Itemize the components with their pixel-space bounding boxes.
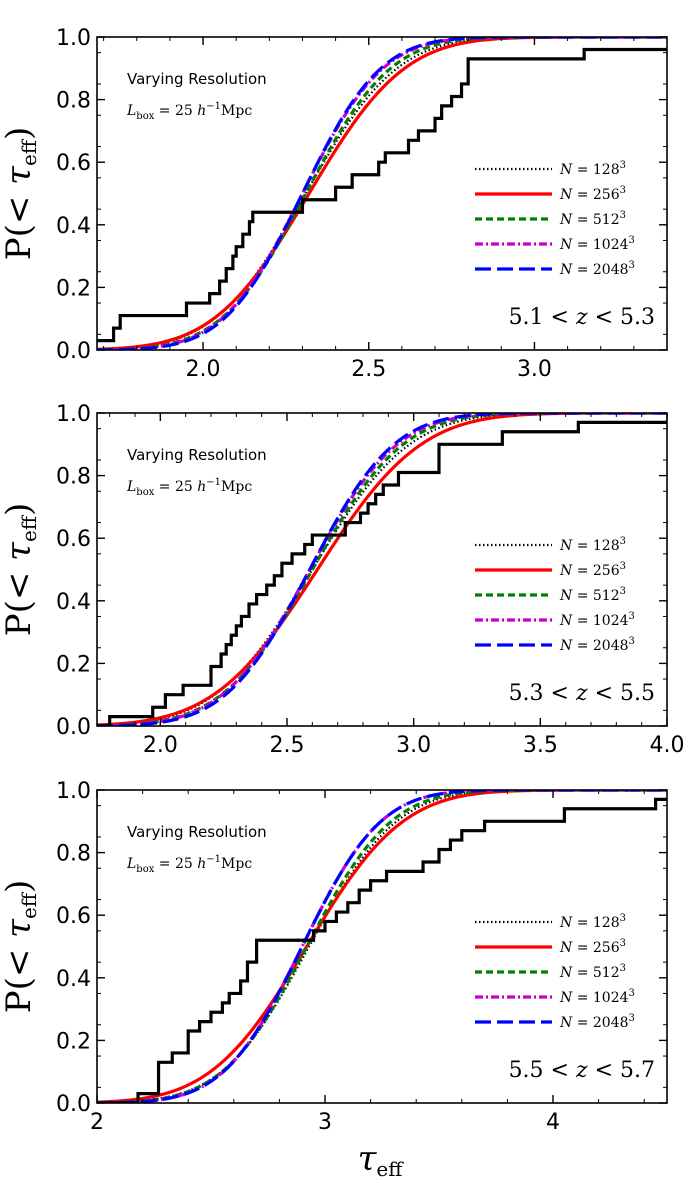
x-tick-label: 3.0 xyxy=(517,357,552,382)
plot-frame xyxy=(96,36,668,351)
observed-step-line xyxy=(97,797,667,1103)
y-tick-label: 0.6 xyxy=(56,904,91,929)
y-tick-label: 1.0 xyxy=(56,779,91,804)
box-size-label: Lbox = 25 h−1Mpc xyxy=(126,101,252,122)
legend-label-5: N = 20483 xyxy=(559,636,635,654)
x-tick-label: 2 xyxy=(90,1110,104,1135)
x-tick-label: 2.0 xyxy=(143,733,178,758)
series-line-5 xyxy=(97,37,667,350)
redshift-label: 5.1 < z < 5.3 xyxy=(509,305,655,330)
annotation-title: Varying Resolution xyxy=(127,823,267,841)
y-tick-label: 0.0 xyxy=(56,715,91,740)
y-tick-label: 0.0 xyxy=(56,1092,91,1117)
x-tick-label: 4.0 xyxy=(650,733,685,758)
x-tick-label: 2.5 xyxy=(351,357,386,382)
y-tick-label: 1.0 xyxy=(56,26,91,51)
x-tick-label: 3 xyxy=(318,1110,332,1135)
y-tick-label: 0.8 xyxy=(56,465,91,490)
legend-label-4: N = 10243 xyxy=(559,235,635,253)
legend-label-2: N = 2563 xyxy=(559,185,626,203)
x-tick-label: 2.0 xyxy=(186,357,221,382)
y-tick-label: 1.0 xyxy=(56,402,91,427)
plot-frame xyxy=(96,412,668,727)
legend-label-1: N = 1283 xyxy=(559,913,626,931)
x-tick-label: 3.0 xyxy=(396,733,431,758)
y-tick-label: 0.2 xyxy=(56,1029,91,1054)
legend-label-5: N = 20483 xyxy=(559,260,635,278)
observed-step-line xyxy=(97,420,667,726)
legend-label-2: N = 2563 xyxy=(559,561,626,579)
y-tick-label: 0.4 xyxy=(56,590,91,615)
legend-label-4: N = 10243 xyxy=(559,611,635,629)
y-tick-label: 0.2 xyxy=(56,652,91,677)
y-axis-label: P(< τeff) xyxy=(0,503,41,637)
redshift-label: 5.3 < z < 5.5 xyxy=(509,681,655,706)
y-axis-label: P(< τeff) xyxy=(0,127,41,261)
y-tick-label: 0.6 xyxy=(56,527,91,552)
x-tick-label: 4 xyxy=(546,1110,560,1135)
legend-label-2: N = 2563 xyxy=(559,938,626,956)
observed-step-line xyxy=(97,47,667,343)
y-tick-label: 0.8 xyxy=(56,842,91,867)
box-size-label: Lbox = 25 h−1Mpc xyxy=(126,854,252,875)
x-tick-label: 3.5 xyxy=(523,733,558,758)
y-tick-label: 0.4 xyxy=(56,214,91,239)
y-tick-label: 0.0 xyxy=(56,339,91,364)
legend-label-4: N = 10243 xyxy=(559,988,635,1006)
panel-top: 0.0 0.2 0.4 0.6 0.8 1.0 2.0 2.5 3.0 P(< τeff) Vary… xyxy=(0,26,668,382)
annotation-title: Varying Resolution xyxy=(127,70,267,88)
legend-label-3: N = 5123 xyxy=(559,586,626,604)
panel-bottom: 0.0 0.2 0.4 0.6 0.8 1.0 2 3 4 P(< τeff) Varying Re… xyxy=(0,779,668,1135)
plot-frame xyxy=(96,789,668,1104)
y-tick-label: 0.8 xyxy=(56,89,91,114)
y-axis-label: P(< τeff) xyxy=(0,880,41,1014)
legend-label-5: N = 20483 xyxy=(559,1013,635,1031)
panel-middle: 0.0 0.2 0.4 0.6 0.8 1.0 2.0 2.5 3.0 3.5 4.0 P(< τef… xyxy=(0,402,685,758)
legend-label-3: N = 5123 xyxy=(559,963,626,981)
legend-label-1: N = 1283 xyxy=(559,536,626,554)
y-tick-label: 0.4 xyxy=(56,967,91,992)
redshift-label: 5.5 < z < 5.7 xyxy=(509,1058,655,1083)
x-tick-label: 2.5 xyxy=(270,733,305,758)
legend-label-3: N = 5123 xyxy=(559,210,626,228)
series-line-5 xyxy=(97,790,667,1103)
box-size-label: Lbox = 25 h−1Mpc xyxy=(126,477,252,498)
legend-label-1: N = 1283 xyxy=(559,160,626,178)
x-axis-label: τeff xyxy=(358,1139,405,1181)
y-tick-label: 0.6 xyxy=(56,151,91,176)
y-tick-label: 0.2 xyxy=(56,276,91,301)
series-line-3 xyxy=(97,790,667,1103)
annotation-title: Varying Resolution xyxy=(127,446,267,464)
